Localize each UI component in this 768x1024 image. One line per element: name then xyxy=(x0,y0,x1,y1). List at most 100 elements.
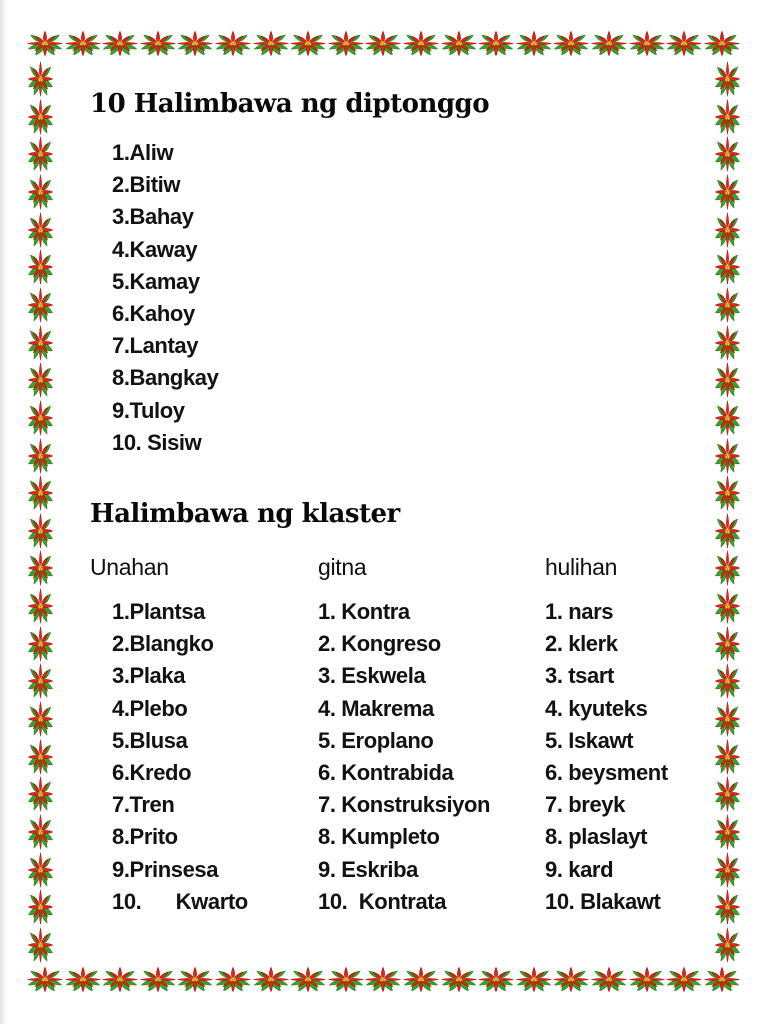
poinsettia-flower-icon xyxy=(714,776,741,812)
poinsettia-flower-icon xyxy=(714,212,741,248)
poinsettia-flower-icon xyxy=(714,889,741,925)
poinsettia-flower-icon xyxy=(27,852,54,888)
poinsettia-flower-icon xyxy=(252,31,289,57)
poinsettia-flower-icon xyxy=(714,325,741,361)
poinsettia-flower-icon xyxy=(27,438,54,474)
list-item: 10. Kwarto xyxy=(112,888,248,914)
column-item-list: 1. Kontra 2. Kongreso 3. Eskwela 4. Makrema… xyxy=(318,596,490,918)
list-item: 1. nars xyxy=(545,599,614,624)
poinsettia-flower-icon xyxy=(666,31,703,57)
poinsettia-flower-icon xyxy=(27,136,54,172)
poinsettia-flower-icon xyxy=(515,967,552,993)
poinsettia-flower-icon xyxy=(27,400,54,436)
poinsettia-flower-icon xyxy=(402,31,440,57)
list-item: 8. Kumpleto xyxy=(318,824,440,850)
poinsettia-flower-icon xyxy=(714,287,741,323)
list-item: 4.Kaway xyxy=(112,236,198,262)
klaster-column: Unahan 1.Plantsa 2.Blangko 3.Plaka 4.Plebo 5.… xyxy=(90,552,248,918)
list-item: 3.Bahay xyxy=(112,204,194,230)
poinsettia-flower-icon xyxy=(102,31,139,57)
column-header: Unahan xyxy=(90,554,169,580)
poinsettia-flower-icon xyxy=(714,588,741,624)
poinsettia-flower-icon xyxy=(402,967,440,993)
poinsettia-flower-icon xyxy=(290,967,327,993)
poinsettia-flower-icon xyxy=(478,31,515,57)
poinsettia-flower-icon xyxy=(515,31,552,57)
poinsettia-flower-icon xyxy=(714,739,741,775)
poinsettia-flower-icon xyxy=(714,61,741,97)
list-item: 3. Eskwela xyxy=(318,663,426,689)
poinsettia-flower-icon xyxy=(27,664,54,700)
poinsettia-flower-icon xyxy=(27,212,54,248)
poinsettia-flower-icon xyxy=(714,513,741,549)
poinsettia-flower-icon xyxy=(714,174,741,210)
poinsettia-flower-icon xyxy=(27,927,54,963)
poinsettia-flower-icon xyxy=(26,31,64,57)
list-item: 2. klerk xyxy=(545,631,618,657)
poinsettia-flower-icon xyxy=(214,31,252,57)
list-item: 9. kard xyxy=(545,856,614,882)
poinsettia-flower-icon xyxy=(64,31,101,57)
poinsettia-flower-icon xyxy=(666,967,703,993)
poinsettia-flower-icon xyxy=(714,362,741,398)
list-item: 4.Plebo xyxy=(112,695,188,721)
list-item: 1. Kontra xyxy=(318,599,410,624)
poinsettia-flower-icon xyxy=(714,852,741,888)
poinsettia-flower-icon xyxy=(27,325,54,361)
poinsettia-flower-icon xyxy=(553,31,590,57)
poinsettia-flower-icon xyxy=(714,475,741,511)
poinsettia-flower-icon xyxy=(714,814,741,850)
list-item: 9.Tuloy xyxy=(112,397,185,423)
column-item-list: 1.Plantsa 2.Blangko 3.Plaka 4.Plebo 5.Blusa 6… xyxy=(112,596,248,918)
list-item: 2.Blangko xyxy=(112,631,214,657)
diptonggo-list: 1.Aliw 2.Bitiw 3.Bahay 4.Kaway 5.Kamay 6.Kaho… xyxy=(112,137,219,459)
poinsettia-flower-icon xyxy=(27,739,54,775)
column-header: gitna xyxy=(318,554,367,580)
poinsettia-flower-icon xyxy=(27,513,54,549)
poinsettia-flower-icon xyxy=(703,967,740,993)
list-item: 7. breyk xyxy=(545,792,625,818)
poinsettia-flower-icon xyxy=(714,438,741,474)
column-item-list: 1. nars 2. klerk 3. tsart 4. kyuteks 5. Iska… xyxy=(545,596,668,918)
poinsettia-flower-icon xyxy=(27,889,54,925)
list-item: 6. Kontrabida xyxy=(318,760,454,786)
list-item: 6.Kredo xyxy=(112,760,192,786)
poinsettia-flower-icon xyxy=(440,967,477,993)
poinsettia-flower-icon xyxy=(139,31,176,57)
poinsettia-flower-icon xyxy=(590,967,628,993)
poinsettia-flower-icon xyxy=(478,967,515,993)
list-item: 5. Eroplano xyxy=(318,727,434,753)
klaster-column: hulihan 1. nars 2. klerk 3. tsart 4. kyuteks… xyxy=(545,552,668,918)
list-item: 10. Blakawt xyxy=(545,888,661,914)
poinsettia-flower-icon xyxy=(365,31,402,57)
list-item: 2. Kongreso xyxy=(318,631,441,657)
poinsettia-flower-icon xyxy=(102,967,139,993)
poinsettia-flower-icon xyxy=(27,287,54,323)
klaster-column: gitna 1. Kontra 2. Kongreso 3. Eskwela 4. Ma… xyxy=(318,552,490,918)
list-item: 10. Sisiw xyxy=(112,429,202,455)
poinsettia-flower-icon xyxy=(327,967,364,993)
poinsettia-flower-icon xyxy=(714,249,741,285)
list-item: 8. plaslayt xyxy=(545,824,647,850)
poinsettia-flower-icon xyxy=(714,626,741,662)
poinsettia-flower-icon xyxy=(27,174,54,210)
list-item: 10. Kontrata xyxy=(318,888,447,914)
list-item: 9. Eskriba xyxy=(318,856,418,882)
poinsettia-flower-icon xyxy=(714,664,741,700)
section-title-klaster: Halimbawa ng klaster xyxy=(90,499,400,529)
poinsettia-flower-icon xyxy=(27,249,54,285)
poinsettia-flower-icon xyxy=(64,967,101,993)
list-item: 5.Kamay xyxy=(112,268,200,294)
section-title-diptonggo: 10 Halimbawa ng diptonggo xyxy=(90,89,490,119)
poinsettia-flower-icon xyxy=(139,967,176,993)
poinsettia-flower-icon xyxy=(714,551,741,587)
poinsettia-flower-icon xyxy=(714,99,741,135)
poinsettia-flower-icon xyxy=(290,31,327,57)
poinsettia-flower-icon xyxy=(703,31,740,57)
list-item: 7.Tren xyxy=(112,792,175,818)
list-item: 7.Lantay xyxy=(112,333,199,359)
poinsettia-flower-icon xyxy=(27,61,54,97)
list-item: 7. Konstruksiyon xyxy=(318,792,491,818)
poinsettia-flower-icon xyxy=(714,927,741,963)
